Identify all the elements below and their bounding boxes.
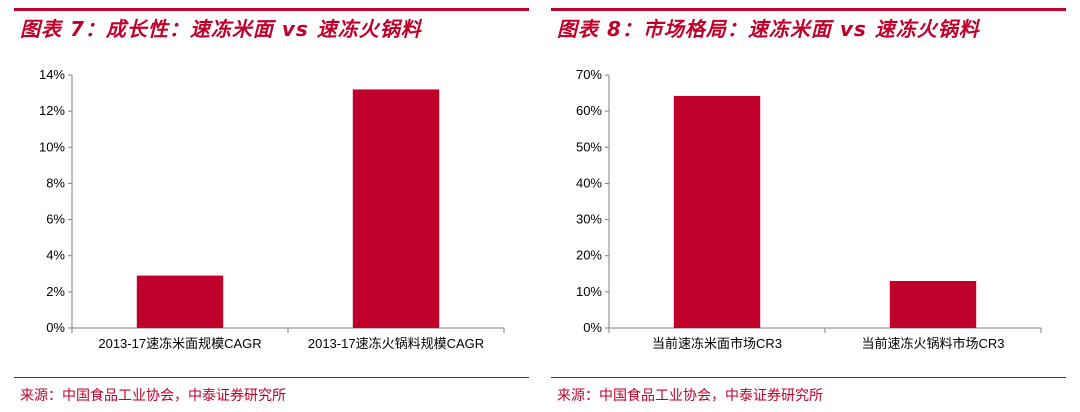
y-tick-label: 40%	[576, 175, 602, 190]
y-tick-label: 60%	[576, 103, 602, 118]
bar	[136, 275, 224, 328]
y-tick-label: 6%	[46, 212, 65, 227]
y-tick-label: 30%	[576, 212, 602, 227]
y-tick-label: 50%	[576, 139, 602, 154]
y-tick-label: 8%	[46, 175, 65, 190]
chart-panel-left: 图表 7：成长性：速冻米面 vs 速冻火锅料 0% 2% 4% 6% 8% 10% 12% 1…	[14, 0, 529, 412]
y-tick-label: 0%	[583, 320, 602, 335]
y-tick-label: 2%	[46, 284, 65, 299]
source-note: 来源：中国食品工业协会，中泰证券研究所	[557, 388, 823, 404]
y-tick-label: 0%	[46, 320, 65, 335]
y-tick-label: 14%	[39, 67, 65, 82]
x-tick-label: 2013-17速冻米面规模CAGR	[98, 336, 261, 351]
chart-title: 图表 7：成长性：速冻米面 vs 速冻火锅料	[20, 17, 422, 41]
bar-chart-growth: 0% 2% 4% 6% 8% 10% 12% 14% 2013-17速冻米面规模CAGR 2013…	[39, 67, 505, 351]
title-rule	[551, 8, 1066, 11]
bar	[673, 95, 761, 328]
y-tick-label: 12%	[39, 103, 65, 118]
bar-chart-market-share: 0% 10% 20% 30% 40% 50% 60% 70% 当前速冻米面市场CR3 当前速冻火锅…	[576, 67, 1042, 351]
y-tick-label: 4%	[46, 248, 65, 263]
chart-title: 图表 8：市场格局：速冻米面 vs 速冻火锅料	[557, 17, 980, 41]
x-tick-label: 当前速冻米面市场CR3	[652, 336, 782, 351]
y-tick-label: 20%	[576, 248, 602, 263]
x-tick-label: 当前速冻火锅料市场CR3	[861, 336, 1004, 351]
source-note: 来源：中国食品工业协会，中泰证券研究所	[20, 388, 286, 404]
title-rule	[14, 8, 529, 11]
y-tick-label: 10%	[576, 284, 602, 299]
source-rule	[14, 377, 529, 378]
y-tick-label: 70%	[576, 67, 602, 82]
x-tick-label: 2013-17速冻火锅料规模CAGR	[308, 336, 484, 351]
source-rule	[551, 377, 1066, 378]
bar	[889, 281, 977, 328]
chart-panel-right: 图表 8：市场格局：速冻米面 vs 速冻火锅料 0% 10% 20% 30% 40% 50…	[551, 0, 1066, 412]
bar	[352, 89, 440, 328]
y-tick-label: 10%	[39, 139, 65, 154]
